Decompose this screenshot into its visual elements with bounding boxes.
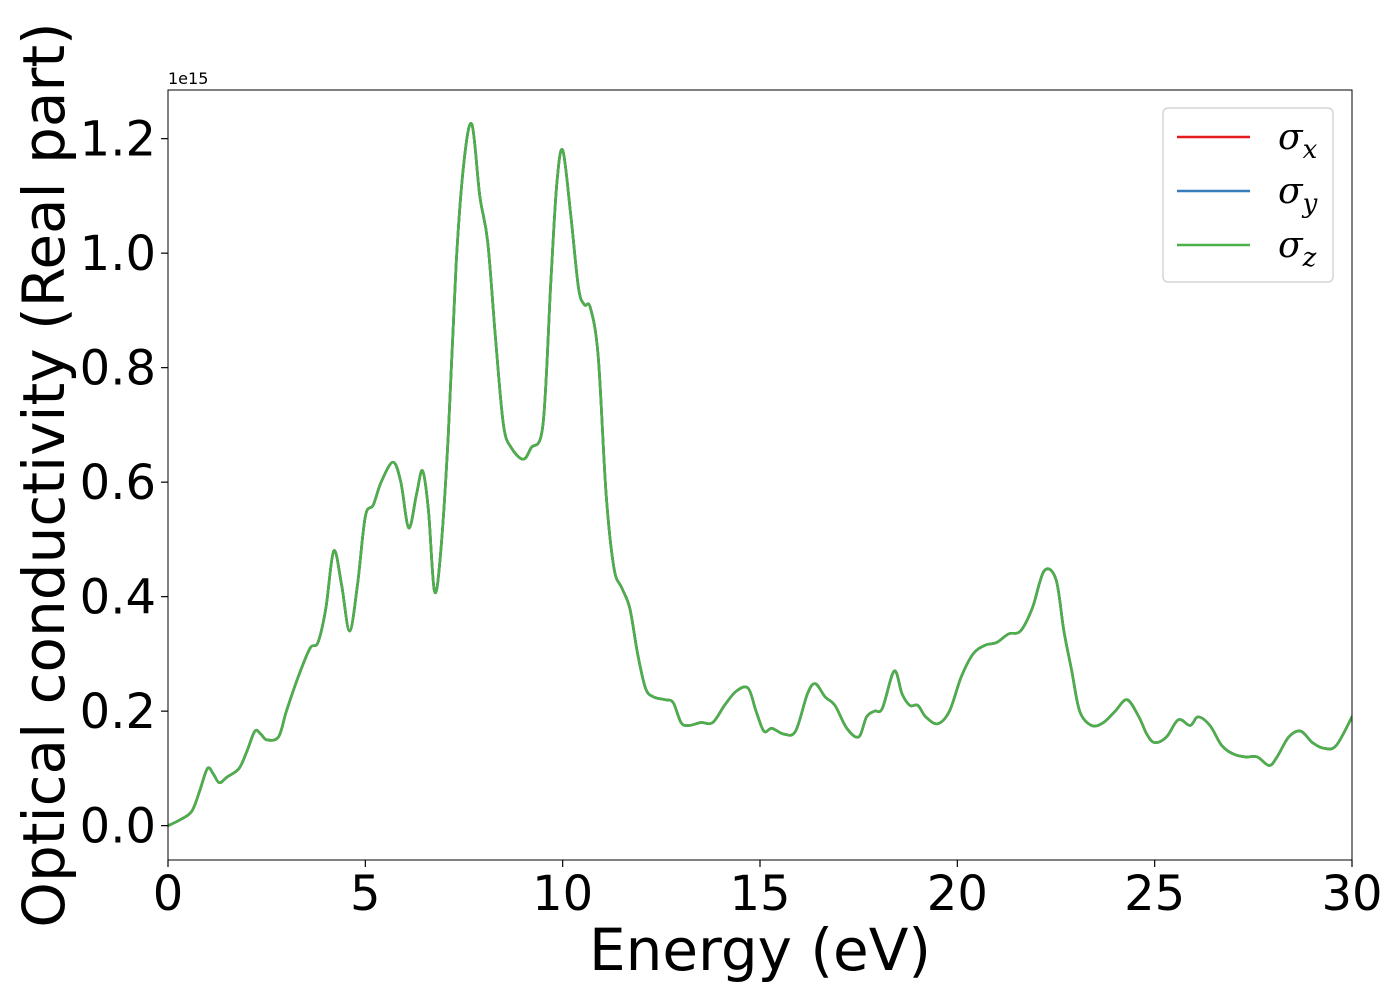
x-tick-label: 15 [729,866,790,922]
y-tick-label: 1.0 [80,226,156,282]
y-axis-title: Optical conductivity (Real part) [10,22,78,927]
x-tick-label: 25 [1124,866,1185,922]
legend-frame [1162,107,1334,283]
legend: σx σy σz [1162,107,1334,283]
y-tick-label: 0.0 [80,799,156,855]
plot-area [168,90,1352,860]
x-tick-label: 30 [1321,866,1382,922]
legend-label: σz [1278,225,1317,273]
x-tick-label: 10 [532,866,593,922]
y-tick-label: 0.8 [80,341,156,397]
x-tick-label: 0 [153,866,184,922]
y-offset-label: 1e15 [168,69,208,88]
x-tick-label: 20 [927,866,988,922]
legend-label: σy [1278,171,1318,219]
y-tick-label: 0.4 [80,570,156,626]
series-line-sigma-z [168,122,1352,827]
legend-label: σx [1278,117,1318,165]
y-tick-label: 0.2 [80,684,156,740]
series-layer [168,122,1352,827]
y-tick-label: 1.2 [80,112,156,168]
y-tick-label: 0.6 [80,455,156,511]
x-axis: 0 5 10 15 20 25 30 [153,860,1383,922]
x-axis-title: Energy (eV) [589,916,931,984]
y-axis: 0.0 0.2 0.4 0.6 0.8 1.0 1.2 [80,112,168,855]
x-tick-label: 5 [350,866,381,922]
plot-background [168,90,1352,860]
